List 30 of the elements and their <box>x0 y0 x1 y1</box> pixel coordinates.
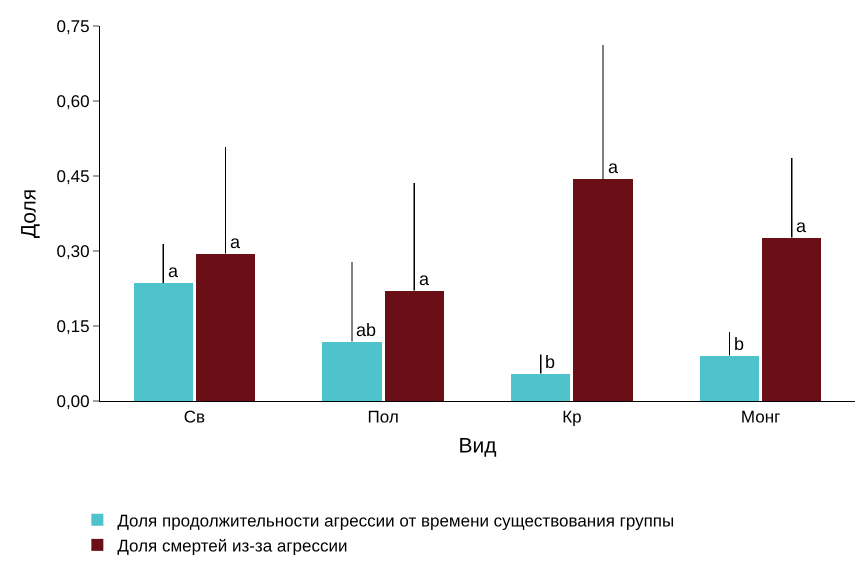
data-label: a <box>796 216 807 236</box>
bar <box>196 254 255 401</box>
y-tick-label: 0,75 <box>56 16 90 36</box>
data-label: a <box>608 157 619 177</box>
y-tick-label: 0,60 <box>56 92 90 111</box>
bar <box>762 238 821 401</box>
x-tick-label: Монг <box>740 407 780 426</box>
y-tick-label: 0,45 <box>56 166 90 186</box>
data-label: b <box>545 352 556 372</box>
x-tick-label: Св <box>184 407 206 426</box>
bar <box>322 342 382 401</box>
data-label: ab <box>356 320 376 340</box>
x-axis-title: Вид <box>458 434 496 458</box>
y-tick-label: 0,30 <box>56 242 90 261</box>
y-tick-label: 0,00 <box>56 392 90 411</box>
y-axis-title: Доля <box>18 188 41 238</box>
data-label: b <box>734 334 744 354</box>
bar <box>511 374 570 401</box>
legend-label: Доля продолжительности агрессии от времени существования группы <box>117 511 674 530</box>
data-label: a <box>168 261 179 281</box>
bar <box>134 283 193 401</box>
data-label: a <box>419 269 430 289</box>
legend-label: Доля смертей из-за агрессии <box>117 536 348 556</box>
bar <box>385 291 444 401</box>
bar <box>573 179 633 401</box>
x-tick-label: Пол <box>368 407 399 426</box>
data-label: a <box>230 232 241 252</box>
y-tick-label: 0,15 <box>56 316 90 336</box>
bar <box>700 356 759 401</box>
x-tick-label: Кр <box>562 407 582 426</box>
